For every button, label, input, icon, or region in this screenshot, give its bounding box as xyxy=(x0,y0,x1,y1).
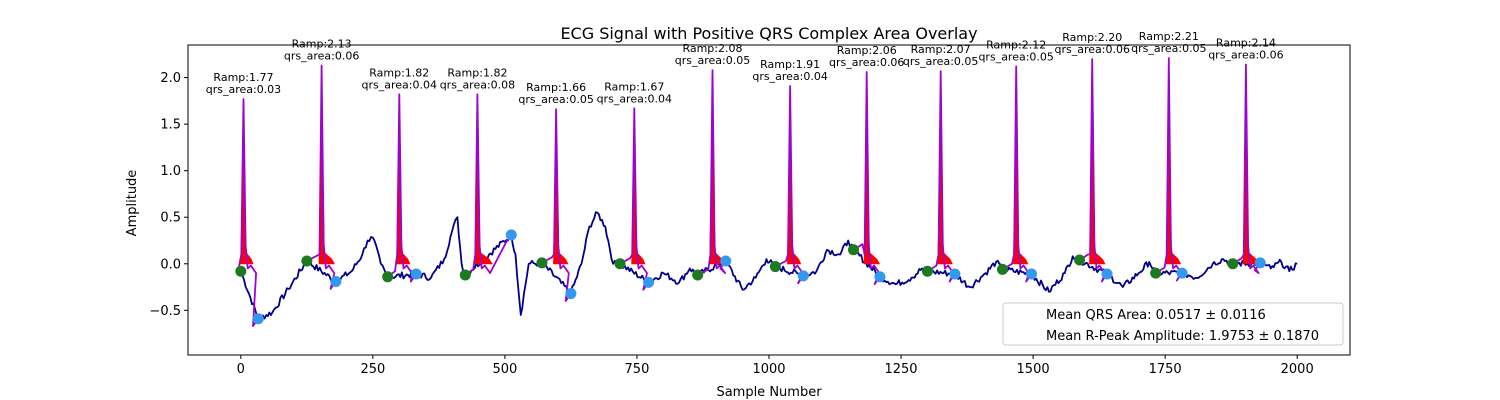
qrs-area-label: qrs_area:0.06 xyxy=(284,49,359,62)
qrs-segment-line xyxy=(387,93,417,283)
annotation-layer: Ramp:1.77qrs_area:0.03Ramp:2.13qrs_area:… xyxy=(206,30,1284,106)
qrs-onset-marker xyxy=(848,244,860,256)
x-axis-label: Sample Number xyxy=(716,385,822,400)
qrs-offset-marker xyxy=(949,268,961,280)
qrs-onset-marker xyxy=(382,271,394,283)
legend-entry-qrs-area: Mean QRS Area: 0.0517 ± 0.0116 xyxy=(1046,308,1266,323)
r-peak-amplitude-label: Ramp:1.67 xyxy=(604,80,664,93)
qrs-offset-marker xyxy=(874,271,886,283)
qrs-offset-marker xyxy=(410,268,422,280)
qrs-segment-line xyxy=(541,108,572,302)
r-peak-amplitude-label: Ramp:1.66 xyxy=(526,81,586,94)
qrs-area-label: qrs_area:0.03 xyxy=(206,83,281,96)
qrs-area-label: qrs_area:0.05 xyxy=(978,50,1053,63)
qrs-offset-marker xyxy=(1254,257,1266,269)
r-peak-amplitude-label: Ramp:1.82 xyxy=(369,66,429,79)
qrs-area-label: qrs_area:0.04 xyxy=(597,92,672,105)
qrs-offset-marker xyxy=(1026,268,1038,280)
qrs-offset-marker xyxy=(643,276,655,288)
qrs-area-label: qrs_area:0.05 xyxy=(518,93,593,106)
r-peak-amplitude-label: Ramp:2.13 xyxy=(292,37,352,50)
r-peak-amplitude-label: Ramp:2.20 xyxy=(1062,31,1122,44)
y-axis-ticks: −0.5 0.0 0.5 1.0 1.5 2.0 xyxy=(149,71,188,319)
y-tick-label: 1.0 xyxy=(160,164,181,179)
y-axis-label: Amplitude xyxy=(125,170,140,237)
r-peak-amplitude-label: Ramp:2.06 xyxy=(837,44,897,57)
x-tick-label: 0 xyxy=(237,362,245,377)
qrs-offset-marker xyxy=(505,229,517,241)
qrs-onset-marker xyxy=(921,265,933,277)
qrs-onset-marker xyxy=(301,255,313,267)
qrs-offset-marker xyxy=(330,275,342,287)
qrs-onset-marker xyxy=(1227,258,1239,270)
qrs-segment-line xyxy=(1232,63,1261,274)
y-tick-label: 0.0 xyxy=(160,257,181,272)
qrs-area-label: qrs_area:0.06 xyxy=(1055,43,1130,56)
x-tick-label: 2000 xyxy=(1281,362,1314,377)
x-tick-label: 1750 xyxy=(1149,362,1182,377)
x-tick-label: 250 xyxy=(360,362,385,377)
r-peak-amplitude-label: Ramp:2.14 xyxy=(1216,37,1276,50)
chart-title: ECG Signal with Positive QRS Complex Are… xyxy=(560,24,977,43)
y-tick-label: 1.5 xyxy=(160,118,181,133)
r-peak-amplitude-label: Ramp:1.77 xyxy=(213,71,273,84)
legend-box xyxy=(1002,302,1344,346)
qrs-offset-marker xyxy=(1101,268,1113,280)
qrs-area-label: qrs_area:0.05 xyxy=(675,54,750,67)
qrs-area-label: qrs_area:0.08 xyxy=(440,78,515,91)
qrs-onset-marker xyxy=(769,261,781,273)
qrs-offset-marker xyxy=(565,288,577,300)
legend: Mean QRS Area: 0.0517 ± 0.0116 Mean R-Pe… xyxy=(1002,302,1344,346)
y-tick-label: −0.5 xyxy=(149,304,181,319)
qrs-area-label: qrs_area:0.05 xyxy=(903,55,978,68)
qrs-area-label: qrs_area:0.06 xyxy=(1208,49,1283,62)
qrs-onset-marker xyxy=(235,265,247,277)
qrs-offset-marker xyxy=(252,313,264,325)
r-peak-amplitude-label: Ramp:2.07 xyxy=(911,43,971,56)
qrs-segment-line xyxy=(238,98,259,327)
qrs-offset-marker xyxy=(720,255,732,267)
qrs-segment-line xyxy=(697,69,727,276)
marker-layer xyxy=(235,229,1266,325)
qrs-onset-marker xyxy=(614,258,626,270)
qrs-onset-marker xyxy=(996,263,1008,275)
x-tick-label: 750 xyxy=(625,362,650,377)
qrs-offset-marker xyxy=(797,270,809,282)
r-peak-amplitude-label: Ramp:2.21 xyxy=(1139,30,1199,43)
qrs-area-label: qrs_area:0.05 xyxy=(1131,42,1206,55)
y-tick-label: 2.0 xyxy=(160,71,181,86)
qrs-area-label: qrs_area:0.06 xyxy=(829,56,904,69)
qrs-onset-marker xyxy=(692,269,704,281)
qrs-segment-line xyxy=(464,93,512,276)
x-tick-label: 1250 xyxy=(884,362,917,377)
x-tick-label: 500 xyxy=(492,362,517,377)
x-tick-label: 1000 xyxy=(752,362,785,377)
qrs-onset-marker xyxy=(1074,254,1086,266)
x-axis-ticks: 0 250 500 750 1000 1250 1500 1750 2000 xyxy=(237,355,1314,377)
qrs-area-label: qrs_area:0.04 xyxy=(362,78,437,91)
qrs-onset-marker xyxy=(1150,267,1162,279)
y-tick-label: 0.5 xyxy=(160,211,181,226)
qrs-offset-marker xyxy=(1176,267,1188,279)
qrs-onset-marker xyxy=(536,257,548,269)
r-peak-amplitude-label: Ramp:1.91 xyxy=(760,58,820,71)
x-tick-label: 1500 xyxy=(1017,362,1050,377)
qrs-onset-marker xyxy=(459,269,471,281)
qrs-area-label: qrs_area:0.04 xyxy=(752,70,827,83)
r-peak-amplitude-label: Ramp:1.82 xyxy=(447,66,507,79)
legend-entry-r-peak: Mean R-Peak Amplitude: 1.9753 ± 0.1870 xyxy=(1046,329,1319,344)
